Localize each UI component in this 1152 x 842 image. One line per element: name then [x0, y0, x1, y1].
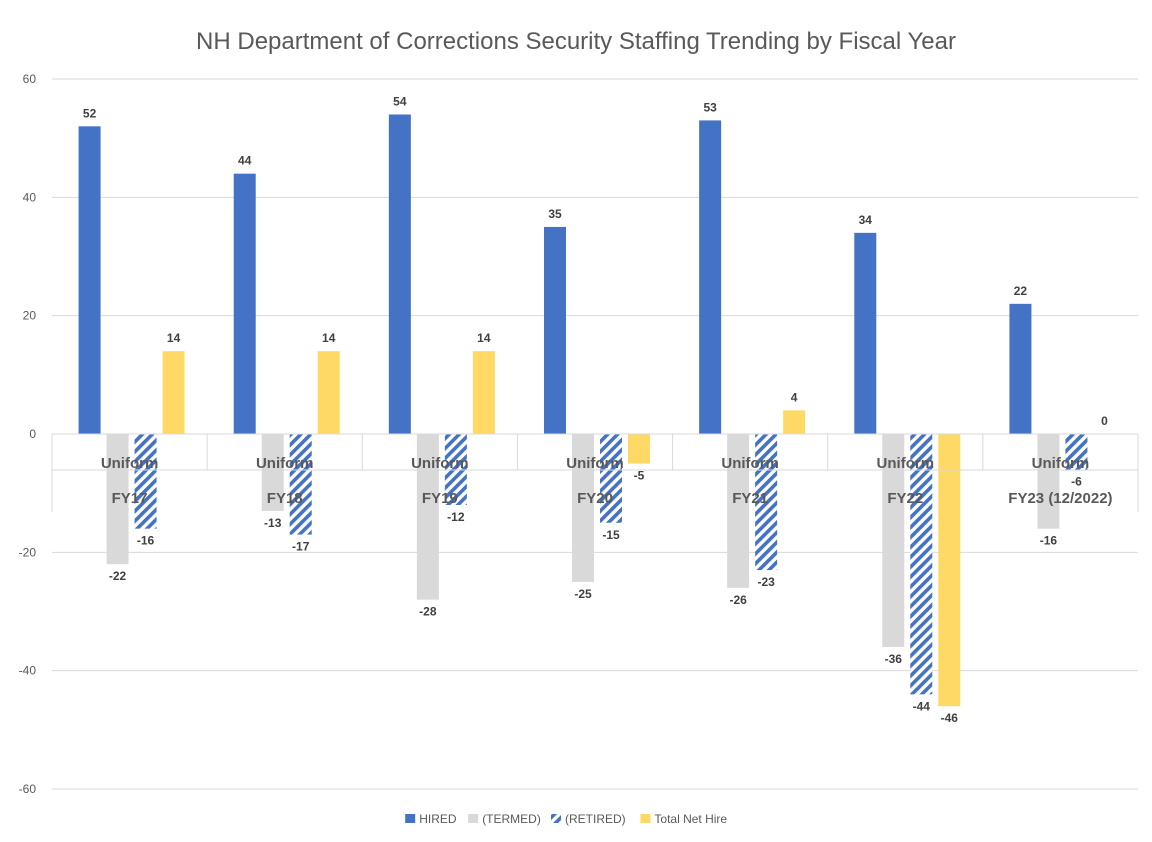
- data-label-hired: 34: [859, 213, 873, 227]
- bar-retired: [289, 434, 312, 535]
- legend-label-total-net-hire: Total Net Hire: [654, 812, 727, 826]
- legend-label-hired: HIRED: [419, 812, 457, 826]
- bar-hired: [388, 114, 411, 434]
- bar-termed: [727, 434, 750, 588]
- bar-termed: [106, 434, 129, 565]
- category-axis: Uniform FY17 Uniform FY18 Uniform FY19 Uniform…: [51, 433, 1139, 512]
- data-label-hired: 35: [548, 207, 562, 221]
- data-label-total-net-hire: 14: [167, 331, 181, 345]
- data-label-retired: -16: [137, 534, 155, 548]
- data-label-hired: 54: [393, 95, 407, 109]
- data-label-termed: -36: [885, 652, 903, 666]
- data-label-retired: -23: [757, 575, 775, 589]
- data-label-termed: -25: [574, 587, 592, 601]
- data-label-retired: -44: [913, 699, 931, 713]
- data-label-retired: -15: [602, 528, 620, 542]
- data-label-total-net-hire: 14: [322, 331, 336, 345]
- bar-termed: [572, 434, 594, 582]
- data-label-hired: 52: [83, 106, 97, 120]
- category-label-fy17: FY17: [112, 490, 148, 507]
- data-label-total-net-hire: 4: [791, 390, 798, 404]
- bar-total-net-hire: [472, 351, 495, 434]
- data-label-total-net-hire: -46: [941, 711, 959, 725]
- category-label-fy19: FY19: [422, 490, 458, 507]
- category-label-outer: Uniform: [721, 455, 779, 472]
- y-tick-label: -60: [19, 782, 37, 796]
- category-label-fy21: FY21: [732, 490, 768, 507]
- y-tick-label: -20: [19, 545, 37, 559]
- data-label-hired: 44: [238, 154, 252, 168]
- bar-retired: [134, 434, 157, 529]
- data-label-retired: -17: [292, 540, 310, 554]
- y-tick-label: 20: [23, 309, 37, 323]
- category-label-fy22: FY22: [887, 490, 923, 507]
- bar-retired: [910, 434, 933, 695]
- data-label-retired: -6: [1071, 475, 1082, 489]
- bar-total-net-hire: [317, 351, 340, 434]
- data-label-total-net-hire: -5: [634, 469, 645, 483]
- category-label-fy18: FY18: [267, 490, 303, 507]
- data-label-hired: 53: [703, 100, 717, 114]
- y-axis-ticks: 60 40 20 0 -20 -40 -60: [19, 72, 37, 796]
- bar-termed: [261, 434, 284, 511]
- bar-total-net-hire: [162, 351, 185, 434]
- bar-retired: [600, 434, 622, 523]
- bar-total-net-hire: [938, 434, 961, 707]
- legend-swatch-total-net-hire: [640, 814, 651, 823]
- chart-title: NH Department of Corrections Security St…: [196, 28, 956, 55]
- bar-total-net-hire: [783, 410, 806, 434]
- legend: HIRED (TERMED) (RETIRED) Total Net Hire: [405, 812, 727, 826]
- data-label-total-net-hire: 14: [477, 331, 491, 345]
- category-label-outer: Uniform: [101, 455, 159, 472]
- data-label-hired: 22: [1014, 284, 1028, 298]
- category-label-fy20: FY20: [577, 490, 613, 507]
- legend-swatch-hired: [405, 814, 416, 823]
- bar-termed: [882, 434, 905, 647]
- bar-total-net-hire: [628, 434, 650, 464]
- data-label-termed: -28: [419, 605, 437, 619]
- category-label-outer: Uniform: [566, 455, 624, 472]
- category-label-outer: Uniform: [1032, 455, 1090, 472]
- bar-retired: [1065, 434, 1088, 470]
- data-label-retired: -12: [447, 510, 465, 524]
- gridlines: [52, 78, 1138, 790]
- legend-swatch-retired: [551, 814, 561, 823]
- y-tick-label: -40: [19, 664, 37, 678]
- legend-label-termed: (TERMED): [482, 812, 541, 826]
- data-label-termed: -13: [264, 516, 282, 530]
- category-label-outer: Uniform: [411, 455, 469, 472]
- bar-hired: [233, 173, 256, 434]
- bar-hired: [544, 226, 566, 434]
- data-label-termed: -22: [109, 569, 127, 583]
- bar-hired: [78, 126, 101, 434]
- category-label-fy23-12-2022: FY23 (12/2022): [1008, 490, 1112, 507]
- bars: [78, 114, 1088, 707]
- bar-hired: [1009, 303, 1032, 434]
- y-tick-label: 40: [23, 190, 37, 204]
- data-label-termed: -26: [729, 593, 747, 607]
- legend-swatch-termed: [468, 814, 479, 823]
- legend-label-retired: (RETIRED): [565, 812, 626, 826]
- y-tick-label: 60: [23, 72, 37, 86]
- bar-termed: [1037, 434, 1060, 529]
- bar-hired: [854, 232, 877, 434]
- category-label-outer: Uniform: [256, 455, 314, 472]
- data-label-total-net-hire: 0: [1101, 414, 1108, 428]
- category-label-outer: Uniform: [877, 455, 935, 472]
- bar-retired: [755, 434, 778, 571]
- bar-termed: [416, 434, 439, 600]
- y-tick-label: 0: [29, 427, 36, 441]
- data-label-termed: -16: [1040, 534, 1058, 548]
- bar-hired: [699, 120, 722, 435]
- data-labels: 52 -22 -16 14 44 -13 -17 14 54 -28 -12 14 35 -25 -15 -5…: [83, 95, 1108, 726]
